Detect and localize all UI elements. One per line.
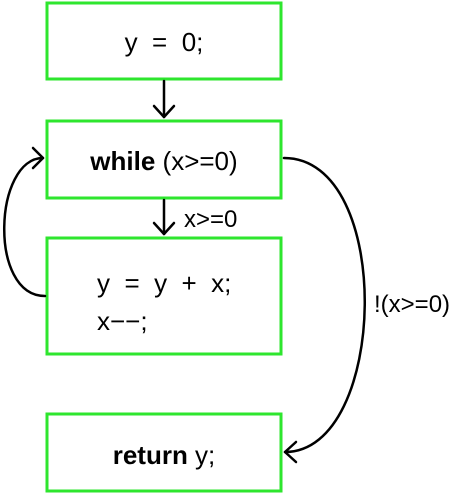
node-init-box (45, 1, 283, 81)
node-return-text: return y; (113, 440, 216, 470)
return-keyword: return (113, 440, 188, 470)
arrowhead-icon (283, 440, 298, 464)
while-keyword: while (89, 146, 155, 176)
while-condition: (x>=0) (155, 146, 237, 176)
node-init-text: y = 0; (125, 27, 204, 57)
edge-while-to-body: x>=0 (152, 198, 237, 236)
return-value: y; (188, 440, 215, 470)
node-body-line2: x−−; (97, 306, 148, 336)
edge-true-label: x>=0 (184, 206, 237, 233)
node-body-line1: y = y + x; (97, 268, 231, 298)
edge-back-loop-curve (3, 156, 47, 298)
edge-init-to-while (152, 79, 176, 119)
node-return: return y; (45, 412, 283, 493)
arrowhead-icon (152, 104, 176, 119)
arrowhead-icon (31, 146, 45, 170)
node-body: y = y + x; x−−; (45, 236, 283, 356)
arrowhead-icon (152, 221, 176, 236)
edge-false-label: !(x>=0) (374, 291, 450, 318)
node-init: y = 0; (45, 1, 283, 81)
edge-while-to-return: !(x>=0) (282, 156, 450, 464)
node-while-box (45, 119, 283, 200)
node-while-text: while (x>=0) (89, 146, 237, 176)
edge-exit-curve (282, 156, 366, 454)
node-while: while (x>=0) (45, 119, 283, 200)
edge-body-to-while (3, 146, 47, 298)
node-return-box (45, 412, 283, 493)
node-body-box (45, 236, 283, 356)
